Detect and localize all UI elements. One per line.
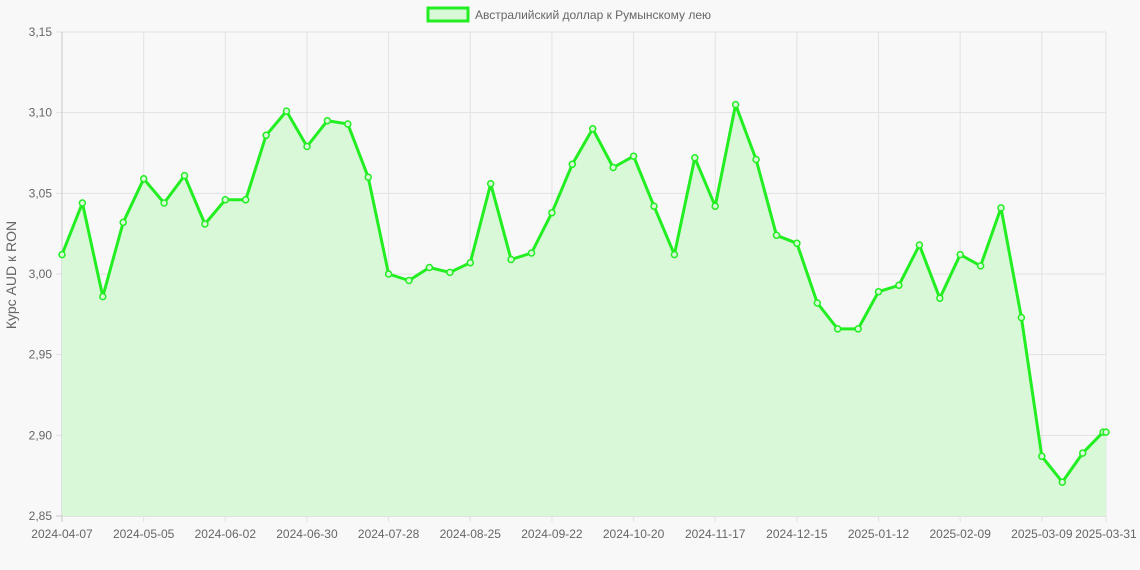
x-tick-label: 2025-03-31 bbox=[1075, 527, 1137, 541]
data-point bbox=[221, 196, 230, 204]
data-point bbox=[507, 255, 515, 264]
y-axis-label: Курс AUD к RON bbox=[3, 221, 19, 329]
data-point bbox=[936, 294, 944, 302]
data-point bbox=[466, 258, 475, 267]
y-tick-label: 3,10 bbox=[29, 106, 53, 120]
data-point bbox=[588, 125, 597, 133]
x-axis-ticks: 2024-04-07 2024-05-05 2024-06-02 2024-06-30… bbox=[31, 527, 1137, 541]
data-point bbox=[160, 199, 168, 207]
data-point bbox=[670, 250, 679, 259]
data-point bbox=[711, 202, 719, 210]
data-point bbox=[731, 100, 740, 109]
data-point bbox=[405, 276, 413, 285]
data-point bbox=[1058, 478, 1067, 486]
x-tick-label: 2024-12-15 bbox=[766, 527, 828, 541]
data-point bbox=[282, 107, 291, 115]
y-tick-label: 3,05 bbox=[29, 186, 53, 200]
data-point bbox=[854, 325, 862, 333]
legend-label: Австралийский доллар к Румынскому лею bbox=[475, 8, 711, 22]
x-tick-label: 2025-02-09 bbox=[929, 527, 991, 541]
data-point bbox=[609, 163, 617, 172]
data-point bbox=[956, 250, 964, 259]
x-tick-label: 2024-06-02 bbox=[195, 527, 257, 541]
data-point bbox=[650, 202, 658, 210]
x-tick-label: 2024-11-17 bbox=[685, 527, 746, 541]
data-point bbox=[527, 249, 536, 257]
data-point bbox=[793, 239, 801, 248]
data-point bbox=[384, 270, 393, 278]
data-point bbox=[568, 160, 577, 169]
data-points bbox=[58, 100, 1110, 486]
data-point bbox=[1017, 313, 1026, 322]
data-point bbox=[752, 155, 760, 164]
data-point bbox=[99, 292, 107, 301]
data-point bbox=[446, 268, 454, 277]
data-point bbox=[425, 263, 434, 272]
y-tick-label: 3,00 bbox=[29, 267, 53, 281]
data-point bbox=[303, 142, 311, 151]
data-point bbox=[180, 171, 189, 180]
data-point bbox=[1078, 449, 1087, 457]
data-point bbox=[262, 131, 270, 140]
data-point bbox=[78, 199, 87, 207]
data-point bbox=[364, 173, 372, 181]
data-point bbox=[486, 179, 495, 188]
x-tick-label: 2024-07-28 bbox=[358, 527, 420, 541]
data-point bbox=[895, 281, 903, 290]
data-point bbox=[976, 262, 985, 270]
y-tick-label: 2,85 bbox=[29, 509, 53, 523]
y-axis-ticks: 3,15 3,10 3,05 3,00 2,95 2,90 2,85 bbox=[29, 25, 53, 523]
data-point bbox=[997, 204, 1005, 212]
x-tick-label: 2025-03-09 bbox=[1011, 527, 1073, 541]
data-point bbox=[201, 220, 209, 228]
area-fill bbox=[62, 104, 1106, 516]
x-tick-label: 2025-01-12 bbox=[848, 527, 910, 541]
x-tick-label: 2024-04-07 bbox=[31, 527, 93, 541]
x-tick-label: 2024-05-05 bbox=[113, 527, 175, 541]
data-point bbox=[344, 120, 352, 128]
data-point bbox=[629, 152, 638, 160]
data-point bbox=[548, 208, 556, 217]
y-tick-label: 2,90 bbox=[29, 428, 53, 442]
x-tick-label: 2024-08-25 bbox=[440, 527, 502, 541]
data-point bbox=[874, 287, 883, 296]
x-tick-label: 2024-09-22 bbox=[521, 527, 583, 541]
data-point bbox=[119, 218, 127, 227]
data-point bbox=[139, 175, 148, 183]
data-point bbox=[58, 250, 66, 259]
data-point bbox=[1102, 428, 1110, 436]
data-point bbox=[323, 116, 332, 125]
series-area bbox=[62, 104, 1106, 516]
data-point bbox=[813, 299, 822, 307]
y-tick-label: 3,15 bbox=[29, 25, 53, 39]
data-point bbox=[833, 325, 842, 333]
data-point bbox=[691, 154, 699, 162]
data-point bbox=[772, 231, 781, 240]
y-tick-label: 2,95 bbox=[29, 348, 53, 362]
legend[interactable]: Австралийский доллар к Румынскому лею bbox=[426, 6, 711, 23]
x-tick-label: 2024-10-20 bbox=[603, 527, 665, 541]
data-point bbox=[1038, 452, 1046, 461]
x-tick-label: 2024-06-30 bbox=[276, 527, 338, 541]
legend-swatch bbox=[426, 6, 470, 23]
data-point bbox=[241, 196, 250, 204]
data-point bbox=[915, 241, 924, 249]
